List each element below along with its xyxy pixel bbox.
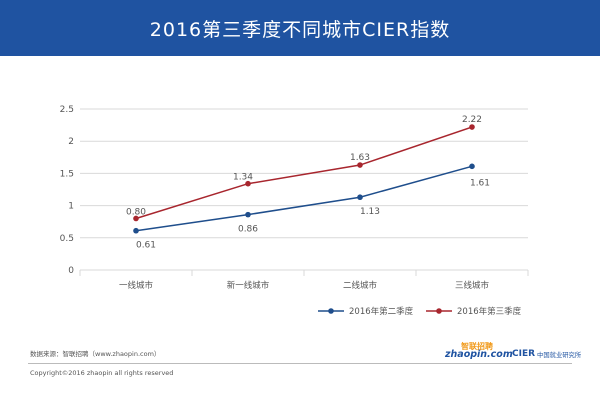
data-point xyxy=(245,211,251,218)
legend-marker xyxy=(436,308,442,314)
data-point xyxy=(133,215,139,222)
data-point xyxy=(469,163,475,170)
data-label: 2.22 xyxy=(462,115,482,125)
data-label: 0.61 xyxy=(136,241,156,251)
copyright-text: Copyright©2016 zhaopin all rights reserv… xyxy=(30,369,174,377)
x-tick-label: 一线城市 xyxy=(119,280,154,291)
y-tick-label: 0 xyxy=(68,266,74,276)
cier-logo-en: CIER xyxy=(512,349,536,359)
zhaopin-logo-cn: 智联招聘 xyxy=(461,342,493,351)
data-point xyxy=(469,124,475,130)
legend-label: 2016年第二季度 xyxy=(349,306,414,317)
x-tick-label: 三线城市 xyxy=(455,280,490,291)
y-tick-label: 2.5 xyxy=(60,105,74,115)
footer-divider xyxy=(28,363,572,364)
title-banner: 2016第三季度不同城市CIER指数 xyxy=(0,0,600,56)
series-line xyxy=(135,165,473,232)
y-tick-label: 0.5 xyxy=(60,234,74,244)
legend-label: 2016年第三季度 xyxy=(457,306,522,317)
data-source-note: 数据来源：智联招聘（www.zhaopin.com） xyxy=(30,350,161,358)
data-label: 1.63 xyxy=(350,153,370,163)
zhaopin-logo-en: zhaopin.com xyxy=(445,349,513,360)
y-tick-label: 2 xyxy=(68,137,74,147)
data-point xyxy=(133,227,139,234)
zhaopin-logo: 智联招聘 zhaopin.com xyxy=(445,341,513,361)
data-label: 0.80 xyxy=(126,207,146,217)
y-tick-label: 1 xyxy=(68,202,74,212)
legend-marker xyxy=(328,308,334,314)
data-label: 1.61 xyxy=(470,178,490,188)
cier-logo: CIER 中国就业研究所 xyxy=(512,347,582,361)
data-point xyxy=(357,194,363,201)
data-label: 0.86 xyxy=(238,225,258,235)
series-line xyxy=(135,126,473,220)
data-label: 1.34 xyxy=(233,173,253,183)
y-tick-label: 1.5 xyxy=(60,169,74,179)
data-point xyxy=(245,180,251,187)
x-tick-label: 二线城市 xyxy=(343,280,378,291)
cier-logo-cn: 中国就业研究所 xyxy=(537,351,582,359)
x-tick-label: 新一线城市 xyxy=(227,280,270,291)
chart-title: 2016第三季度不同城市CIER指数 xyxy=(149,18,451,41)
data-label: 1.13 xyxy=(360,207,380,217)
data-point xyxy=(357,162,363,168)
